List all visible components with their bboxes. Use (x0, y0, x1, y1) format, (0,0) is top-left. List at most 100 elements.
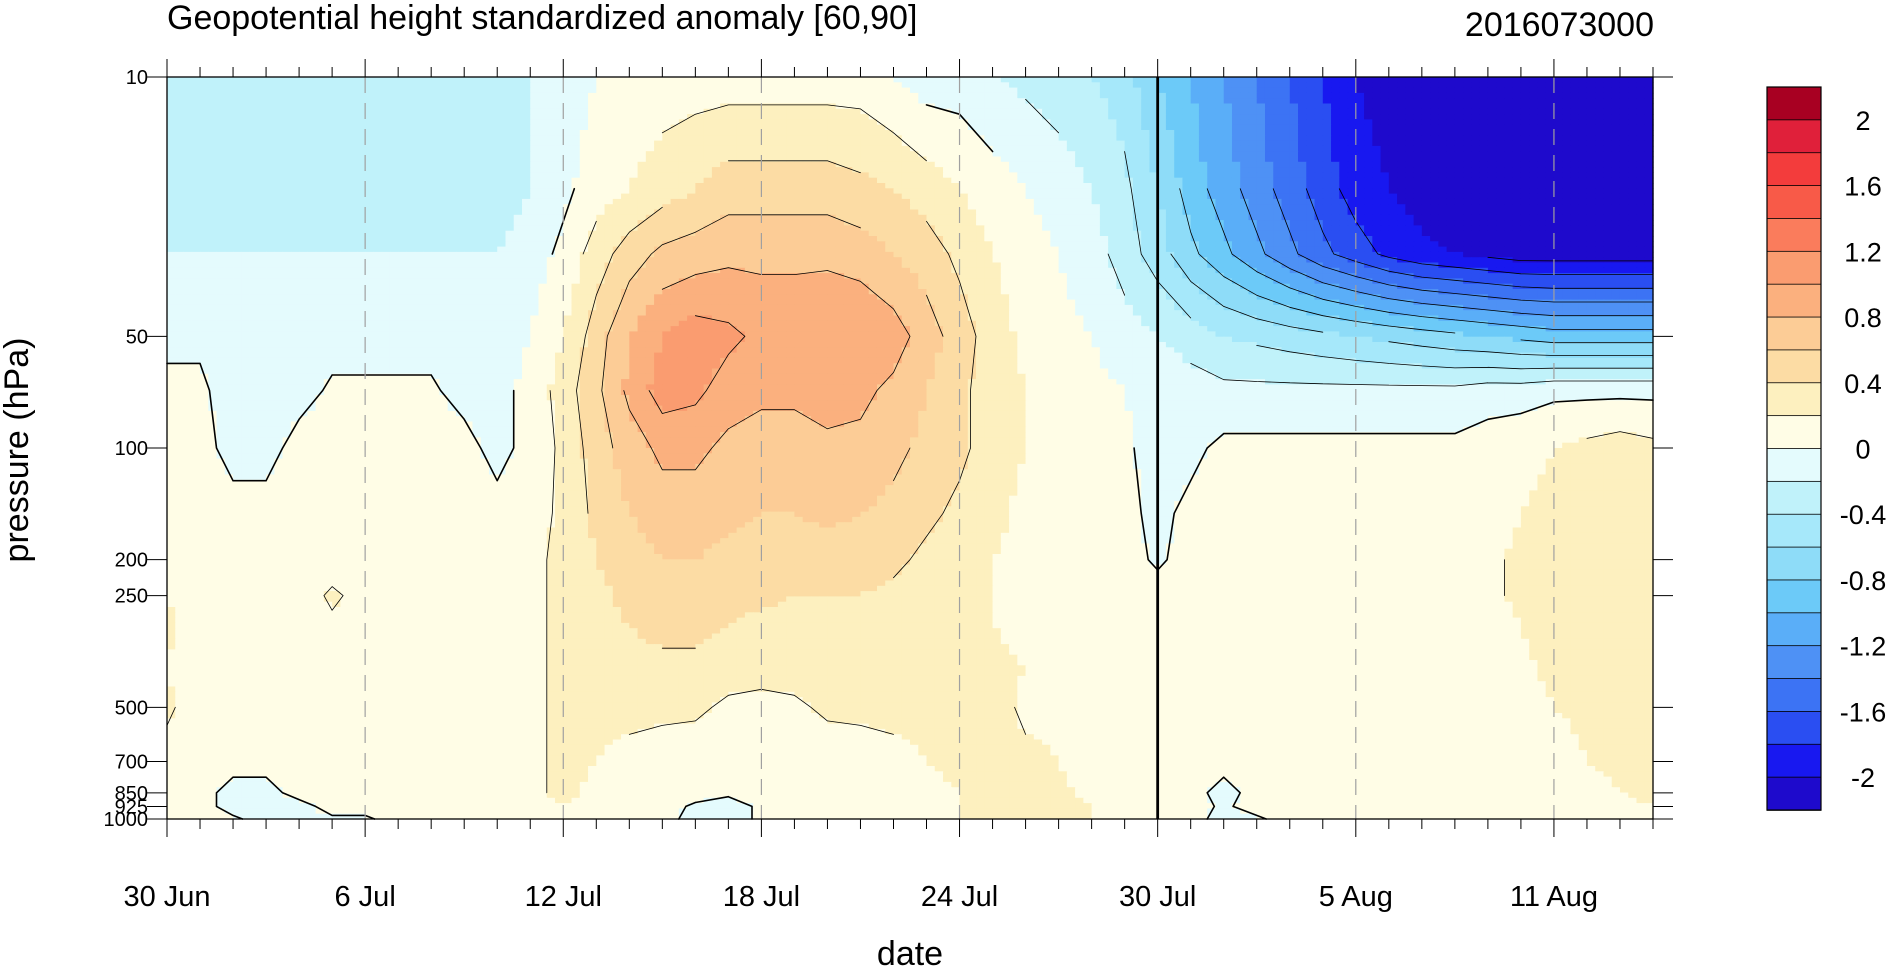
field-cell (266, 220, 275, 226)
field-cell (1405, 210, 1414, 216)
field-cell (390, 162, 399, 168)
field-cell (1125, 104, 1134, 110)
field-cell (1240, 146, 1249, 152)
field-cell (1636, 119, 1645, 125)
field-cell (514, 178, 523, 184)
field-cell (1092, 82, 1101, 88)
field-cell (1166, 204, 1175, 210)
field-cell (316, 157, 325, 163)
field-cell (761, 167, 770, 173)
field-cell (621, 199, 630, 205)
field-cell (1496, 210, 1505, 216)
field-cell (1273, 151, 1282, 157)
field-cell (646, 88, 655, 94)
field-cell (605, 167, 614, 173)
field-cell (1612, 125, 1621, 131)
field-cell (299, 194, 308, 200)
field-cell (1447, 204, 1456, 210)
field-cell (225, 215, 234, 221)
field-cell (1397, 199, 1406, 205)
field-cell (233, 194, 242, 200)
field-cell (745, 204, 754, 210)
field-cell (588, 125, 597, 131)
field-cell (481, 188, 490, 194)
field-cell (324, 93, 333, 99)
field-cell (976, 220, 985, 226)
field-cell (283, 146, 292, 152)
field-cell (1438, 204, 1447, 210)
field-cell (1323, 98, 1332, 104)
field-cell (1116, 157, 1125, 163)
field-cell (1521, 215, 1530, 221)
field-cell (794, 172, 803, 178)
field-cell (1075, 194, 1084, 200)
field-cell (671, 146, 680, 152)
field-cell (885, 151, 894, 157)
field-cell (316, 135, 325, 141)
field-cell (1315, 151, 1324, 157)
field-cell (1174, 119, 1183, 125)
field-cell (1364, 104, 1373, 110)
field-cell (398, 194, 407, 200)
field-cell (266, 172, 275, 178)
field-cell (1067, 204, 1076, 210)
field-cell (1414, 119, 1423, 125)
field-cell (811, 215, 820, 221)
field-cell (1199, 172, 1208, 178)
field-cell (910, 104, 919, 110)
field-cell (390, 135, 399, 141)
field-cell (1248, 88, 1257, 94)
field-cell (1496, 215, 1505, 221)
field-cell (1620, 88, 1629, 94)
field-cell (1521, 157, 1530, 163)
field-cell (307, 130, 316, 136)
field-cell (580, 104, 589, 110)
field-cell (588, 167, 597, 173)
field-cell (1546, 151, 1555, 157)
field-cell (357, 119, 366, 125)
field-cell (1199, 104, 1208, 110)
field-cell (1496, 178, 1505, 184)
field-cell (489, 114, 498, 120)
field-cell (1290, 167, 1299, 173)
field-cell (1224, 88, 1233, 94)
field-cell (1166, 172, 1175, 178)
field-cell (423, 162, 432, 168)
field-cell (1224, 172, 1233, 178)
field-cell (1116, 135, 1125, 141)
field-cell (819, 114, 828, 120)
field-cell (514, 98, 523, 104)
field-cell (349, 215, 358, 221)
field-cell (1133, 146, 1142, 152)
field-cell (671, 210, 680, 216)
field-cell (217, 119, 226, 125)
field-cell (1348, 125, 1357, 131)
field-cell (373, 183, 382, 189)
field-cell (1603, 183, 1612, 189)
field-cell (1488, 162, 1497, 168)
field-cell (1579, 130, 1588, 136)
field-cell (1372, 178, 1381, 184)
field-cell (1248, 82, 1257, 88)
field-cell (1628, 151, 1637, 157)
field-cell (646, 130, 655, 136)
field-cell (1620, 125, 1629, 131)
field-cell (943, 220, 952, 226)
field-cell (621, 178, 630, 184)
field-cell (638, 151, 647, 157)
field-cell (464, 183, 473, 189)
field-cell (1463, 82, 1472, 88)
field-cell (1554, 93, 1563, 99)
field-cell (1405, 135, 1414, 141)
field-cell (960, 220, 969, 226)
field-cell (893, 194, 902, 200)
field-cell (192, 135, 201, 141)
field-cell (1067, 220, 1076, 226)
field-cell (258, 188, 267, 194)
field-cell (1397, 151, 1406, 157)
field-cell (1348, 188, 1357, 194)
field-cell (1372, 141, 1381, 147)
field-cell (357, 88, 366, 94)
field-cell (1331, 98, 1340, 104)
field-cell (1215, 157, 1224, 163)
